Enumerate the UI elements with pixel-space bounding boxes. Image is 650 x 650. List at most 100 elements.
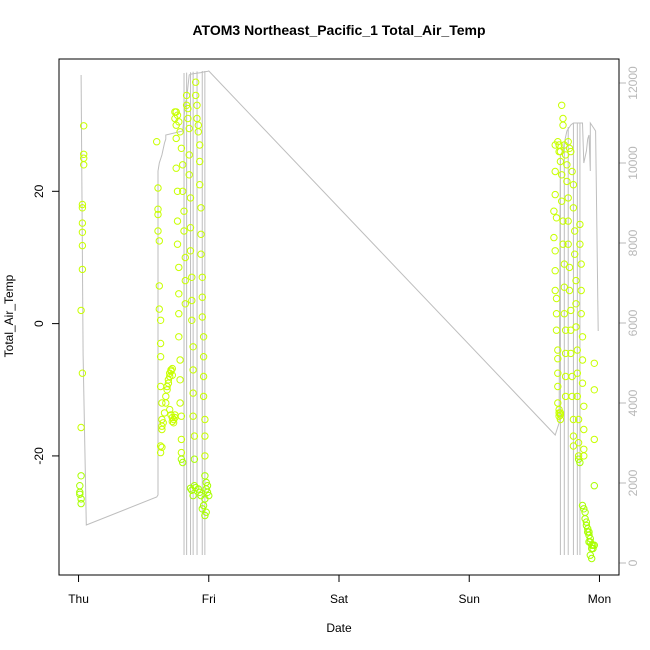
data-point xyxy=(179,187,187,196)
data-point xyxy=(559,121,567,129)
data-point xyxy=(168,371,177,379)
data-point xyxy=(580,402,588,410)
data-point xyxy=(559,217,567,225)
data-point xyxy=(580,505,588,513)
x-tick-label: Sun xyxy=(459,592,480,606)
data-point xyxy=(577,260,585,268)
data-point xyxy=(198,273,207,281)
data-point xyxy=(164,379,173,387)
data-point xyxy=(78,228,87,237)
data-point xyxy=(80,154,88,162)
data-point xyxy=(189,366,197,374)
data-point xyxy=(185,151,193,159)
data-point xyxy=(78,204,87,212)
data-point xyxy=(578,379,587,387)
data-point xyxy=(564,194,572,202)
data-point xyxy=(78,200,87,209)
data-point xyxy=(198,313,207,321)
secondary-series-line xyxy=(80,70,599,526)
data-point xyxy=(571,227,579,235)
data-point xyxy=(80,150,88,159)
data-point xyxy=(201,432,209,440)
data-point xyxy=(192,78,200,86)
data-point xyxy=(572,323,580,331)
data-point xyxy=(189,491,197,500)
y2-tick-label: 10000 xyxy=(626,146,640,180)
data-point xyxy=(175,290,183,298)
data-point xyxy=(572,276,580,285)
data-point xyxy=(190,432,199,440)
data-point xyxy=(197,491,205,500)
data-point xyxy=(185,124,193,133)
data-point xyxy=(578,501,587,510)
data-point xyxy=(168,417,177,426)
data-point xyxy=(567,306,575,315)
x-axis-label: Date xyxy=(326,621,352,635)
data-point xyxy=(556,415,565,424)
data-point xyxy=(580,425,588,434)
data-point xyxy=(158,422,166,430)
data-point xyxy=(554,346,562,354)
data-point xyxy=(181,300,190,308)
data-point xyxy=(156,448,165,457)
data-point xyxy=(197,230,205,239)
y2-tick-label: 0 xyxy=(626,559,640,566)
data-point xyxy=(567,147,575,156)
data-point xyxy=(186,247,195,255)
data-point xyxy=(578,356,587,364)
y-tick-label: 20 xyxy=(32,184,46,198)
data-point xyxy=(78,241,87,250)
data-point xyxy=(572,300,580,308)
data-point xyxy=(181,253,190,262)
data-point xyxy=(156,316,165,324)
data-point xyxy=(569,442,578,450)
data-point xyxy=(585,538,593,546)
data-point xyxy=(559,240,567,248)
data-point xyxy=(568,167,576,176)
data-point xyxy=(554,355,562,363)
data-point xyxy=(196,181,204,189)
data-point xyxy=(571,250,579,258)
y2-tick-label: 12000 xyxy=(626,66,640,100)
data-point xyxy=(556,147,565,156)
data-point xyxy=(176,376,184,384)
data-point xyxy=(77,499,85,508)
data-point xyxy=(172,134,180,143)
data-point xyxy=(558,101,566,110)
data-point xyxy=(184,114,192,123)
data-point xyxy=(158,425,166,434)
y2-tick-label: 6000 xyxy=(626,309,640,336)
data-point xyxy=(160,409,169,417)
data-point xyxy=(560,283,568,291)
data-point xyxy=(180,207,188,215)
data-point xyxy=(563,161,571,169)
data-point xyxy=(551,267,559,275)
data-point xyxy=(182,91,191,100)
data-point xyxy=(556,411,565,419)
data-point xyxy=(552,310,561,318)
data-point xyxy=(201,415,209,424)
data-point xyxy=(558,171,566,179)
data-point xyxy=(568,392,576,401)
data-point xyxy=(567,326,575,334)
data-point xyxy=(78,265,87,274)
data-point xyxy=(590,359,598,367)
data-point xyxy=(163,382,171,391)
data-point xyxy=(155,282,164,290)
data-point xyxy=(175,118,183,126)
data-point xyxy=(199,372,208,381)
data-point xyxy=(567,349,575,358)
data-point xyxy=(560,310,568,318)
y2-tick-label: 8000 xyxy=(626,229,640,256)
data-point xyxy=(552,294,561,303)
data-point xyxy=(555,405,563,414)
y-tick-label: 0 xyxy=(32,320,46,327)
data-point xyxy=(578,333,587,341)
data-point xyxy=(565,263,574,272)
plot-frame xyxy=(58,58,620,576)
data-point xyxy=(573,392,581,401)
data-point xyxy=(154,210,162,219)
data-point xyxy=(558,197,566,205)
data-point xyxy=(563,177,571,186)
data-point xyxy=(155,305,164,313)
